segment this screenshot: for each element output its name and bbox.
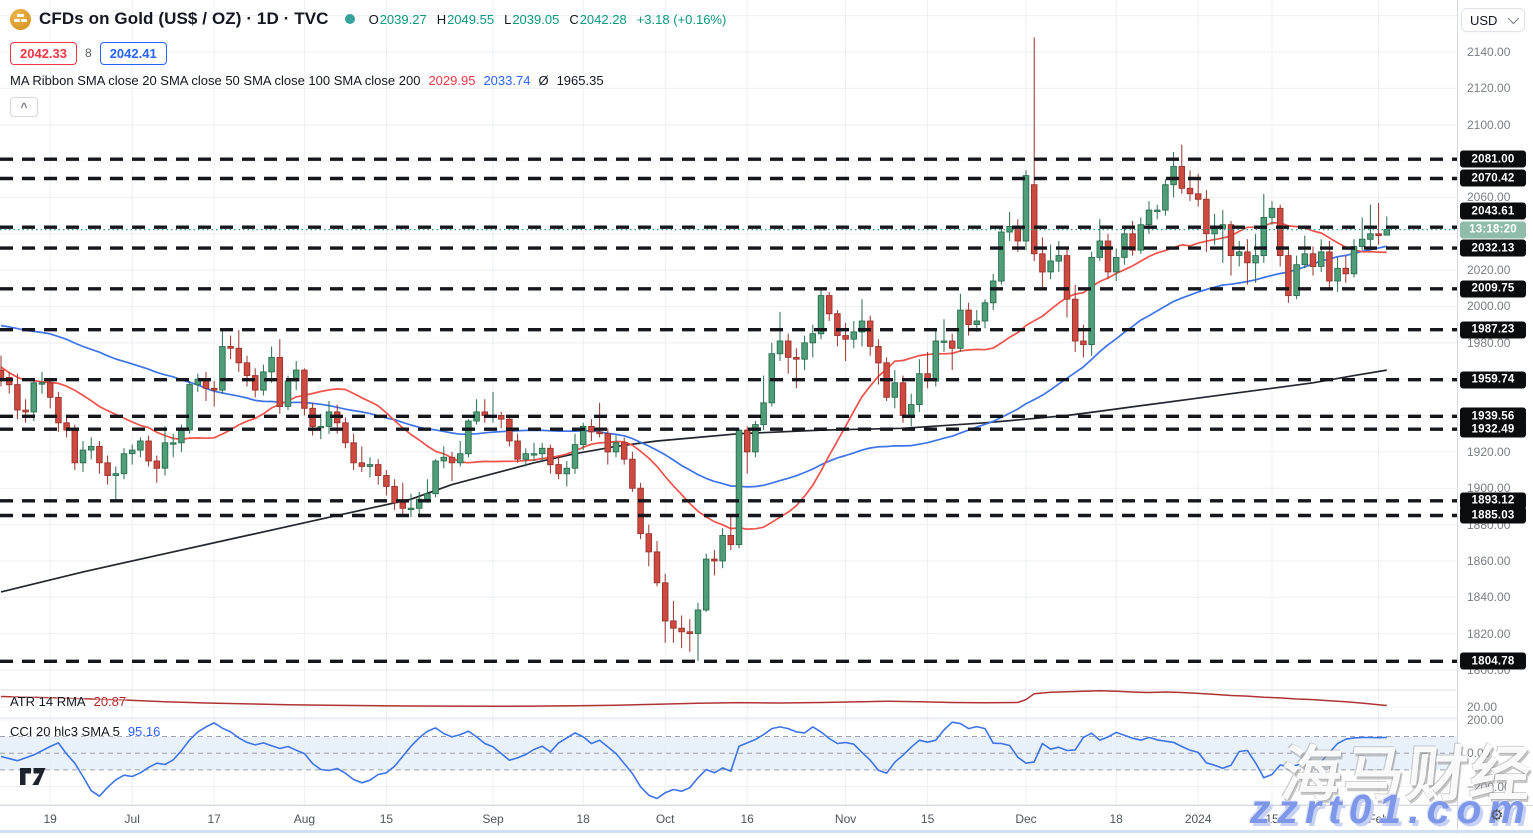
time-tick-label: Nov xyxy=(834,812,857,826)
gold-symbol-icon xyxy=(10,8,31,30)
atr-value: 20.87 xyxy=(93,694,127,709)
price-level-chip[interactable]: 2043.61 xyxy=(1460,202,1526,220)
currency-label: USD xyxy=(1470,12,1498,28)
price-tick-label: 1900.00 xyxy=(1467,481,1511,496)
average-symbol: Ø xyxy=(538,73,549,88)
ma-ribbon-legend[interactable]: MA Ribbon SMA close 20 SMA close 50 SMA … xyxy=(10,73,726,88)
ohlc-pair: L2039.05 xyxy=(504,11,560,27)
price-tick-label: 2120.00 xyxy=(1467,81,1511,96)
price-tick-label: 1820.00 xyxy=(1467,626,1511,641)
bid-ask-row: 2042.33 8 2042.41 xyxy=(10,41,726,65)
ohlc-pair: H2049.55 xyxy=(436,11,495,27)
time-tick-label: Aug xyxy=(293,812,316,826)
cci-value: 95.16 xyxy=(127,724,161,739)
ohlc-pair: C2042.28 xyxy=(569,11,627,27)
price-level-chip[interactable]: 2009.75 xyxy=(1460,280,1526,298)
tradingview-logo-icon[interactable] xyxy=(20,768,48,790)
price-axis[interactable]: USD 2140.002120.002100.002080.002060.002… xyxy=(1457,0,1533,805)
price-tick-label: −200.00 xyxy=(1467,779,1511,794)
ma200-value: 1965.35 xyxy=(556,73,604,88)
cci-legend[interactable]: CCI 20 hlc3 SMA 5 95.16 xyxy=(10,724,160,739)
price-level-chip[interactable]: 2070.42 xyxy=(1460,169,1526,187)
price-level-chip[interactable]: 2032.13 xyxy=(1460,239,1526,257)
spread-value: 8 xyxy=(85,46,92,60)
time-tick-label: 2024 xyxy=(1184,812,1212,826)
price-tick-label: 2060.00 xyxy=(1467,190,1511,205)
time-tick-label: Jul xyxy=(124,812,140,826)
cci-label: CCI 20 hlc3 SMA 5 xyxy=(10,724,120,739)
market-status-icon[interactable] xyxy=(344,14,355,24)
price-tick-label: 1920.00 xyxy=(1467,444,1511,459)
time-tick-label: Oct xyxy=(655,812,675,826)
price-level-chip[interactable]: 1987.23 xyxy=(1460,321,1526,339)
symbol-title-row: CFDs on Gold (US$ / OZ) · 1D · TVC O2039… xyxy=(10,6,726,32)
ma20-value: 2029.95 xyxy=(428,73,476,88)
ohlc-values: O2039.27 H2049.55 L2039.05 C2042.28 +3.18 (+… xyxy=(369,12,727,27)
time-tick-label: Feb xyxy=(1368,812,1389,826)
price-tick-label: 1980.00 xyxy=(1467,335,1511,350)
collapse-legend-button[interactable]: ^ xyxy=(10,97,38,117)
chart-header: CFDs on Gold (US$ / OZ) · 1D · TVC O2039… xyxy=(10,6,726,117)
ma-ribbon-label: MA Ribbon SMA close 20 SMA close 50 SMA … xyxy=(10,73,421,88)
ohlc-pair: O2039.27 xyxy=(368,11,427,27)
chevron-down-icon xyxy=(1507,12,1520,25)
atr-legend[interactable]: ATR 14 RMA 20.87 xyxy=(10,694,126,709)
price-tick-label: 0.00 xyxy=(1467,746,1491,761)
bar-countdown-chip: 13:18:20 xyxy=(1460,221,1526,239)
price-tick-label: 2020.00 xyxy=(1467,263,1511,278)
price-tick-label: 1860.00 xyxy=(1467,553,1511,568)
change-value: +3.18 (+0.16%) xyxy=(636,11,727,27)
time-tick-label: 19 xyxy=(43,812,57,826)
symbol-title[interactable]: CFDs on Gold (US$ / OZ) · 1D · TVC xyxy=(39,9,329,28)
price-tick-label: 1840.00 xyxy=(1467,590,1511,605)
price-tick-label: 20.00 xyxy=(1467,700,1498,714)
price-level-chip[interactable]: 1959.74 xyxy=(1460,371,1526,389)
currency-selector[interactable]: USD xyxy=(1461,8,1525,32)
time-tick-label: Sep xyxy=(482,812,504,826)
time-tick-label: 16 xyxy=(740,812,754,826)
time-tick-label: 18 xyxy=(576,812,590,826)
time-tick-label: 15 xyxy=(1265,812,1279,826)
ask-price-button[interactable]: 2042.41 xyxy=(99,41,167,65)
watermark-site: zzrt01.com xyxy=(1250,786,1532,832)
price-level-chip[interactable]: 2081.00 xyxy=(1460,150,1526,168)
price-level-chip[interactable]: 1804.78 xyxy=(1460,652,1526,670)
price-level-chip[interactable]: 1885.03 xyxy=(1460,506,1526,524)
time-tick-label: 18 xyxy=(1109,812,1123,826)
time-tick-label: 15 xyxy=(920,812,935,826)
time-tick-label: Dec xyxy=(1015,812,1037,826)
time-tick-label: 17 xyxy=(207,812,221,826)
time-axis[interactable]: 19 Jul 17 Aug 15 Sep 18 Oct 16 Nov 15 Dec 18 2024 15 Fe… xyxy=(0,805,1533,834)
price-tick-label: 200.00 xyxy=(1467,712,1504,727)
price-level-chip[interactable]: 1893.12 xyxy=(1460,492,1526,510)
gear-icon[interactable]: ⚙ xyxy=(1490,807,1504,824)
main-chart-canvas[interactable] xyxy=(0,0,1457,838)
price-tick-label: 2000.00 xyxy=(1467,299,1511,314)
ma50-value: 2033.74 xyxy=(483,73,531,88)
price-tick-label: 2140.00 xyxy=(1467,45,1511,59)
price-tick-label: 2100.00 xyxy=(1467,117,1511,132)
price-level-chip[interactable]: 1939.56 xyxy=(1460,407,1526,425)
atr-label: ATR 14 RMA xyxy=(10,694,86,709)
time-tick-label: 15 xyxy=(379,812,394,826)
bottom-accent-strip xyxy=(0,830,1533,833)
price-level-chip[interactable]: 1932.49 xyxy=(1460,420,1526,438)
bid-price-button[interactable]: 2042.33 xyxy=(10,41,77,65)
